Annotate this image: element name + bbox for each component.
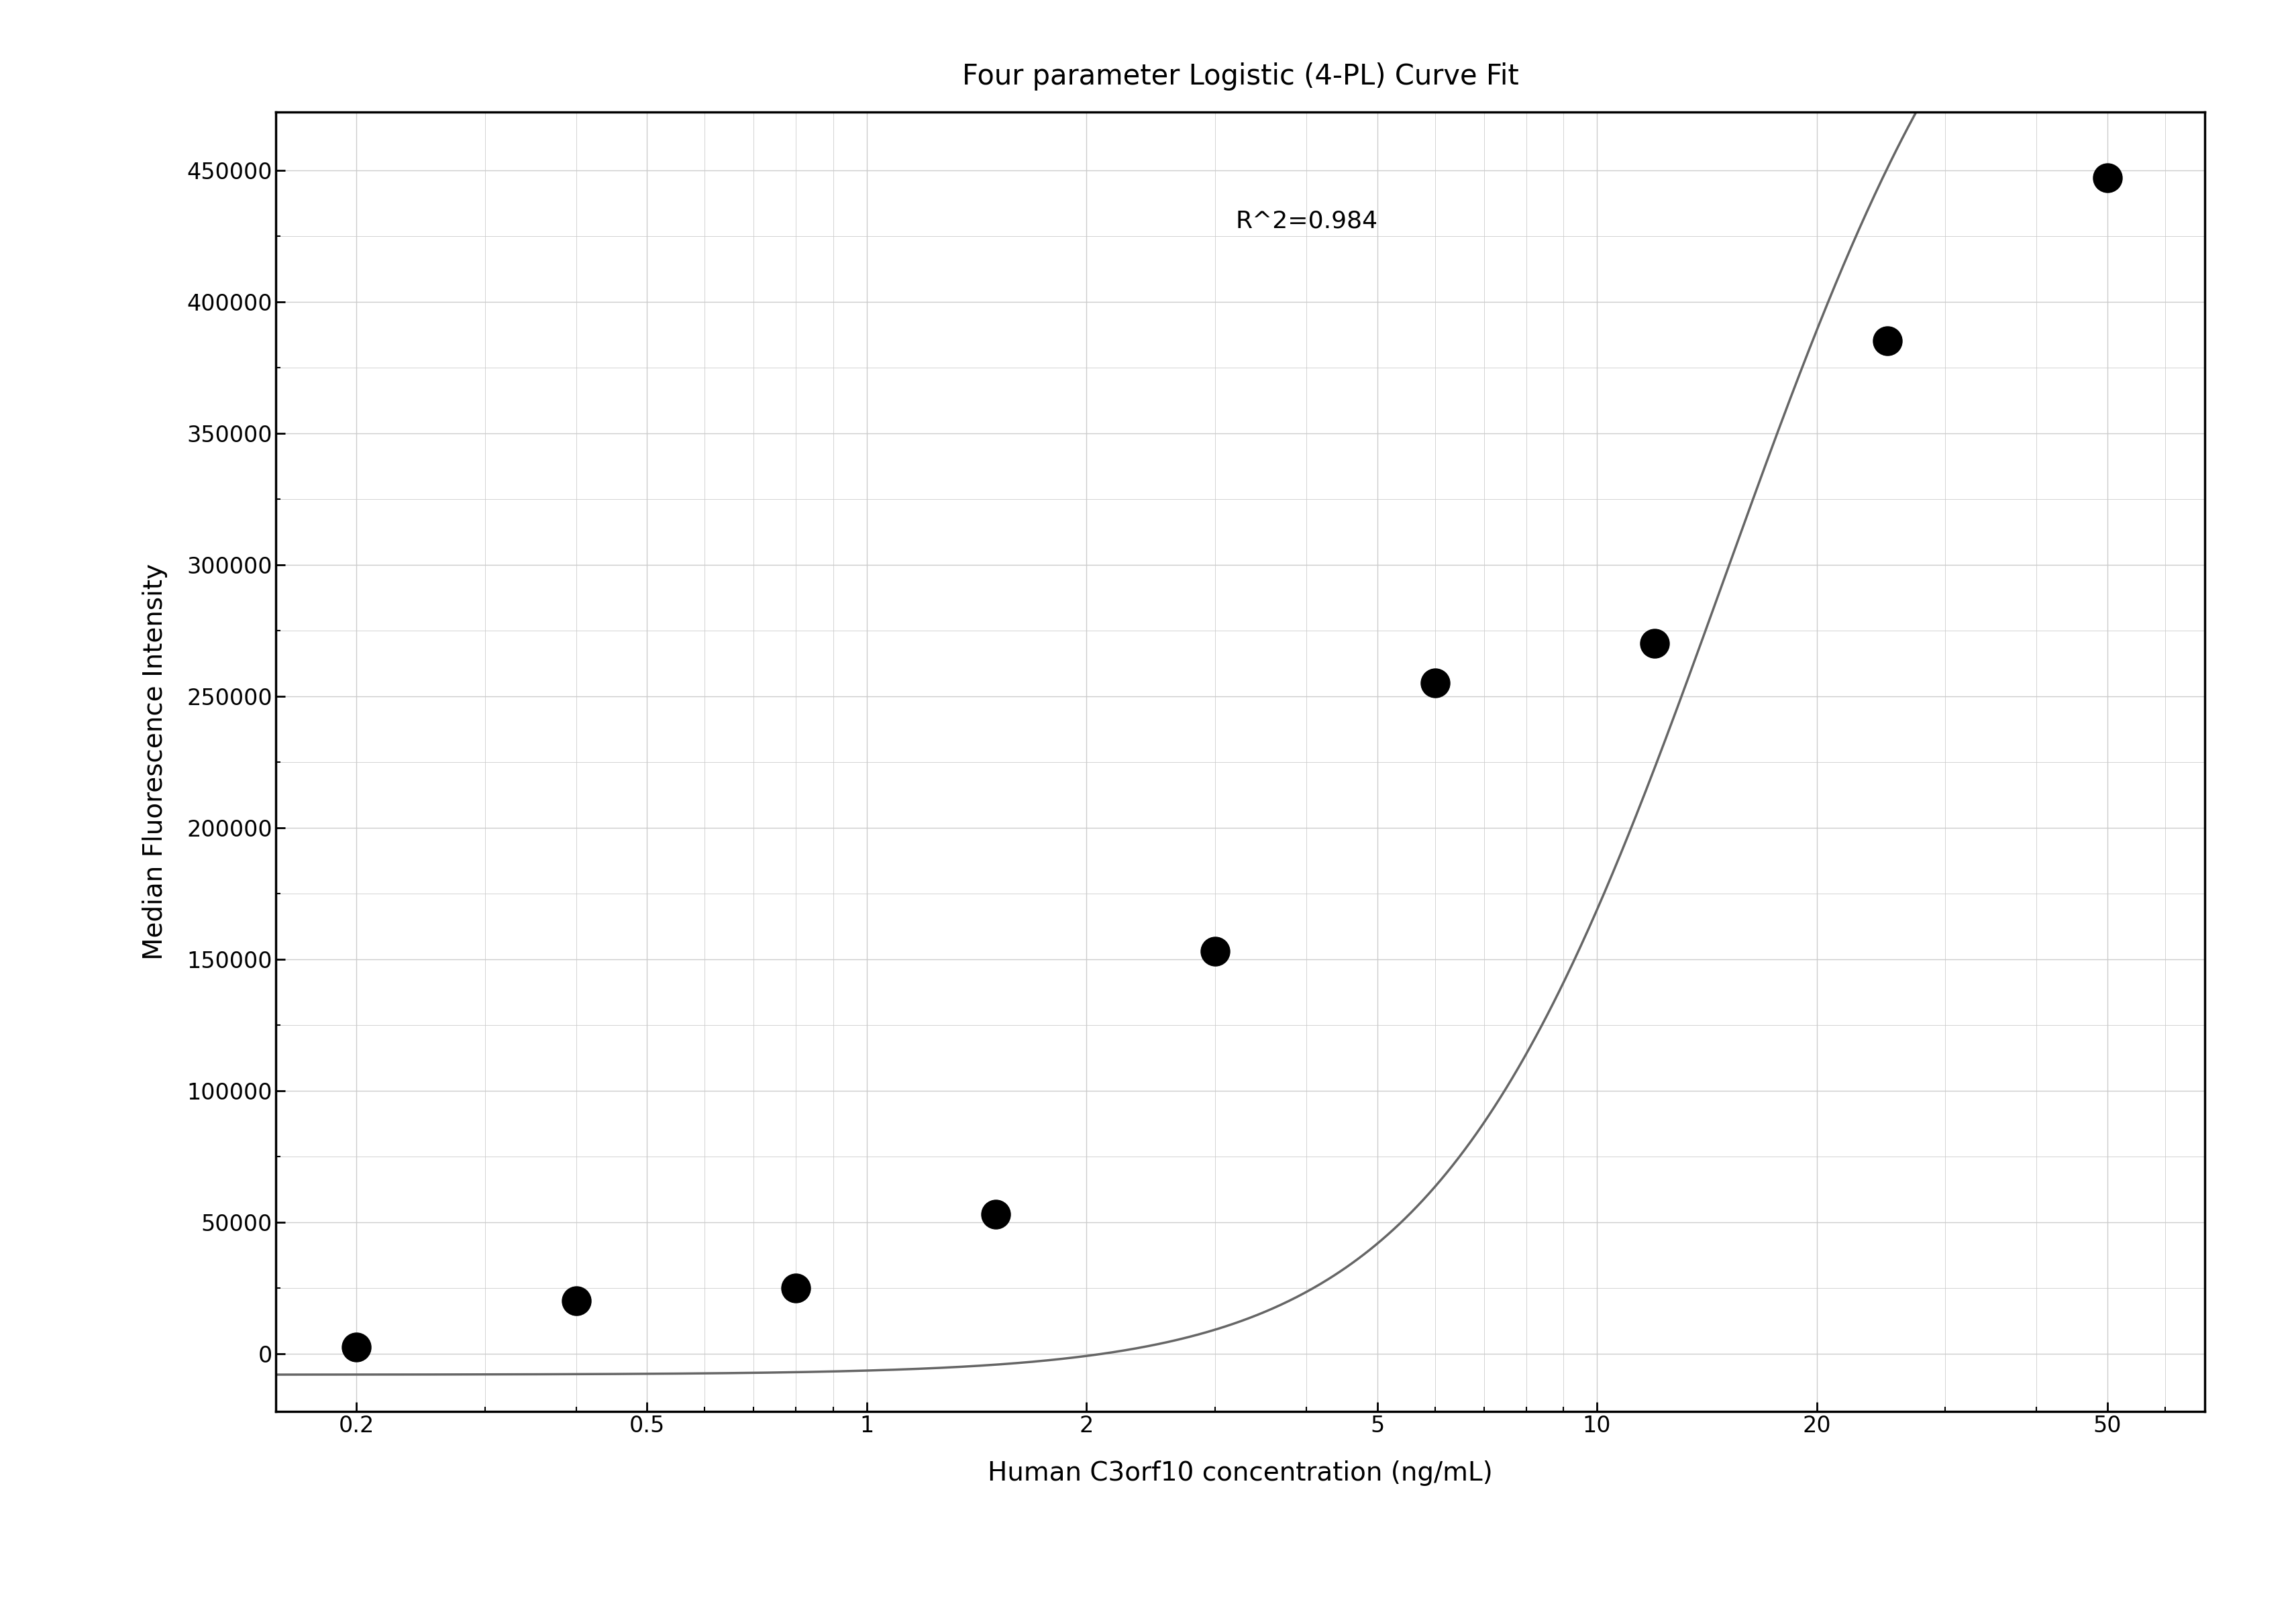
Point xyxy=(778,1275,815,1301)
X-axis label: Human C3orf10 concentration (ng/mL): Human C3orf10 concentration (ng/mL) xyxy=(987,1460,1492,1485)
Y-axis label: Median Fluorescence Intensity: Median Fluorescence Intensity xyxy=(142,563,168,961)
Title: Four parameter Logistic (4-PL) Curve Fit: Four parameter Logistic (4-PL) Curve Fit xyxy=(962,63,1518,90)
Point xyxy=(338,1335,374,1360)
Point xyxy=(1637,630,1674,656)
Point xyxy=(976,1201,1013,1227)
Point xyxy=(1196,938,1233,964)
Point xyxy=(2089,165,2126,191)
Point xyxy=(558,1288,595,1314)
Text: R^2=0.984: R^2=0.984 xyxy=(1235,210,1378,233)
Point xyxy=(1417,670,1453,696)
Point xyxy=(1869,329,1906,354)
